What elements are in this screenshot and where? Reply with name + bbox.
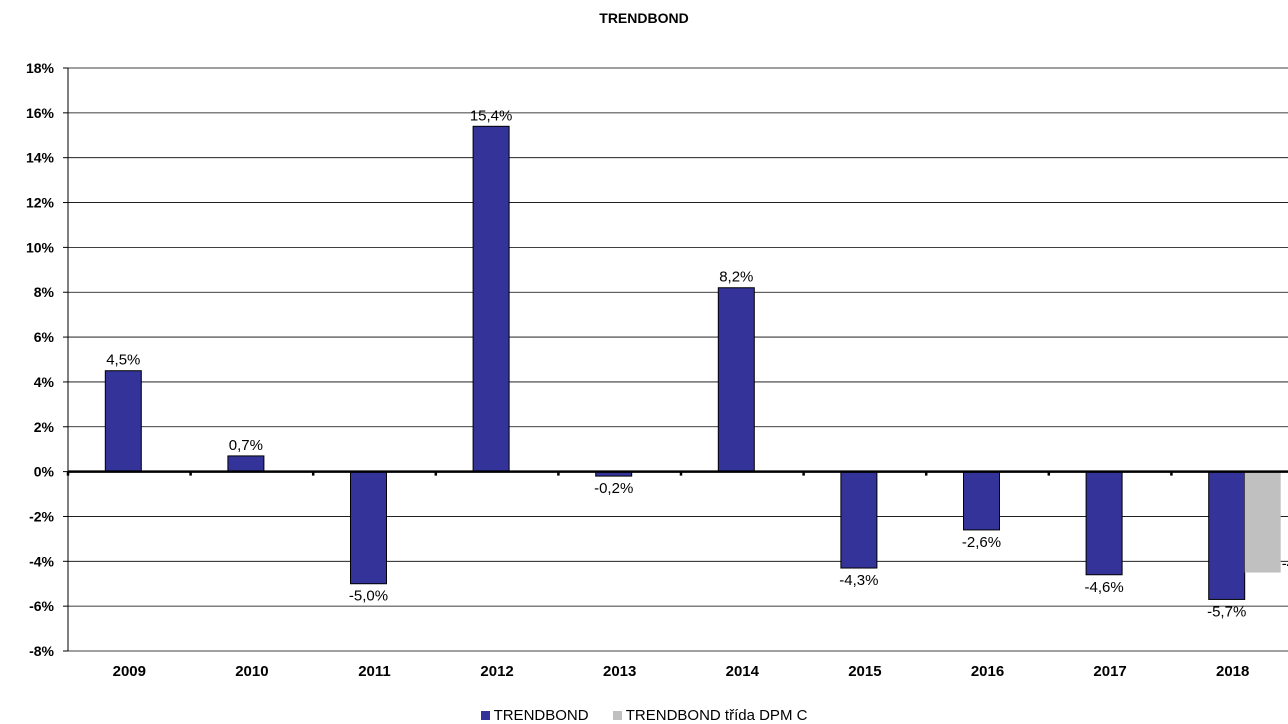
- y-tick-label: 14%: [26, 150, 55, 166]
- y-tick-label: 4%: [34, 374, 55, 390]
- data-label: -4,6%: [1085, 579, 1124, 596]
- data-label: -2,6%: [962, 534, 1001, 551]
- data-label: 15,4%: [470, 107, 513, 124]
- bar: [1208, 471, 1246, 600]
- data-label: -5,7%: [1207, 603, 1246, 620]
- y-tick-label: -8%: [29, 643, 54, 659]
- bar: [104, 370, 142, 473]
- y-tick-label: 18%: [26, 60, 55, 76]
- data-label: 8,2%: [719, 269, 753, 286]
- y-tick-label: 0%: [34, 464, 55, 480]
- legend-swatch-trendbond-dpm-c: [612, 711, 622, 721]
- x-tick-label: 2014: [726, 663, 760, 680]
- x-tick-label: 2018: [1216, 663, 1249, 680]
- legend-item-trendbond: TRENDBOND: [480, 706, 589, 724]
- x-tick-label: 2010: [235, 663, 268, 680]
- legend-item-trendbond-dpm-c: TRENDBOND třída DPM C: [612, 706, 808, 724]
- y-tick-label: 8%: [34, 284, 55, 300]
- bar: [350, 471, 387, 585]
- chart-title: TRENDBOND: [599, 10, 689, 26]
- y-tick-label: 10%: [26, 239, 55, 255]
- x-tick-label: 2009: [113, 663, 146, 680]
- y-tick-label: -4%: [29, 553, 54, 569]
- bar: [1244, 471, 1281, 573]
- bar-chart: -8% -6% -4% -2% 0% 2% 4% 6% 8% 10% 12% 14% 16% 18% 4,5…: [26, 60, 1288, 680]
- data-label: -4,3%: [839, 572, 878, 589]
- x-tick-label: 2013: [603, 663, 636, 680]
- bar: [840, 471, 878, 569]
- x-tick-label: 2015: [848, 663, 881, 680]
- y-tick-label: -6%: [29, 598, 54, 614]
- bar: [227, 455, 265, 473]
- bar: [963, 471, 1000, 531]
- data-label: -0,2%: [594, 480, 633, 497]
- legend-swatch-trendbond: [480, 711, 490, 721]
- y-tick-label: 16%: [26, 105, 55, 121]
- legend-label-trendbond-dpm-c: TRENDBOND třída DPM C: [625, 706, 808, 724]
- y-tick-label: -2%: [29, 508, 54, 524]
- y-tick-label: 2%: [34, 419, 55, 435]
- legend: TRENDBOND TRENDBOND třída DPM C: [0, 706, 1288, 724]
- bar: [472, 125, 510, 473]
- data-label: 4,5%: [106, 352, 140, 369]
- x-tick-label: 2011: [358, 663, 391, 680]
- x-tick-label: 2012: [480, 663, 513, 680]
- y-tick-label: 12%: [26, 195, 55, 211]
- bar: [1085, 471, 1123, 576]
- bar: [717, 287, 755, 473]
- data-label: 0,7%: [229, 437, 263, 454]
- y-tick-label: 6%: [34, 329, 55, 345]
- x-tick-label: 2016: [971, 663, 1004, 680]
- legend-label-trendbond: TRENDBOND: [493, 706, 589, 724]
- x-tick-label: 2017: [1093, 663, 1126, 680]
- data-label: -5,0%: [349, 588, 388, 605]
- data-label: -4,5%: [1282, 556, 1288, 573]
